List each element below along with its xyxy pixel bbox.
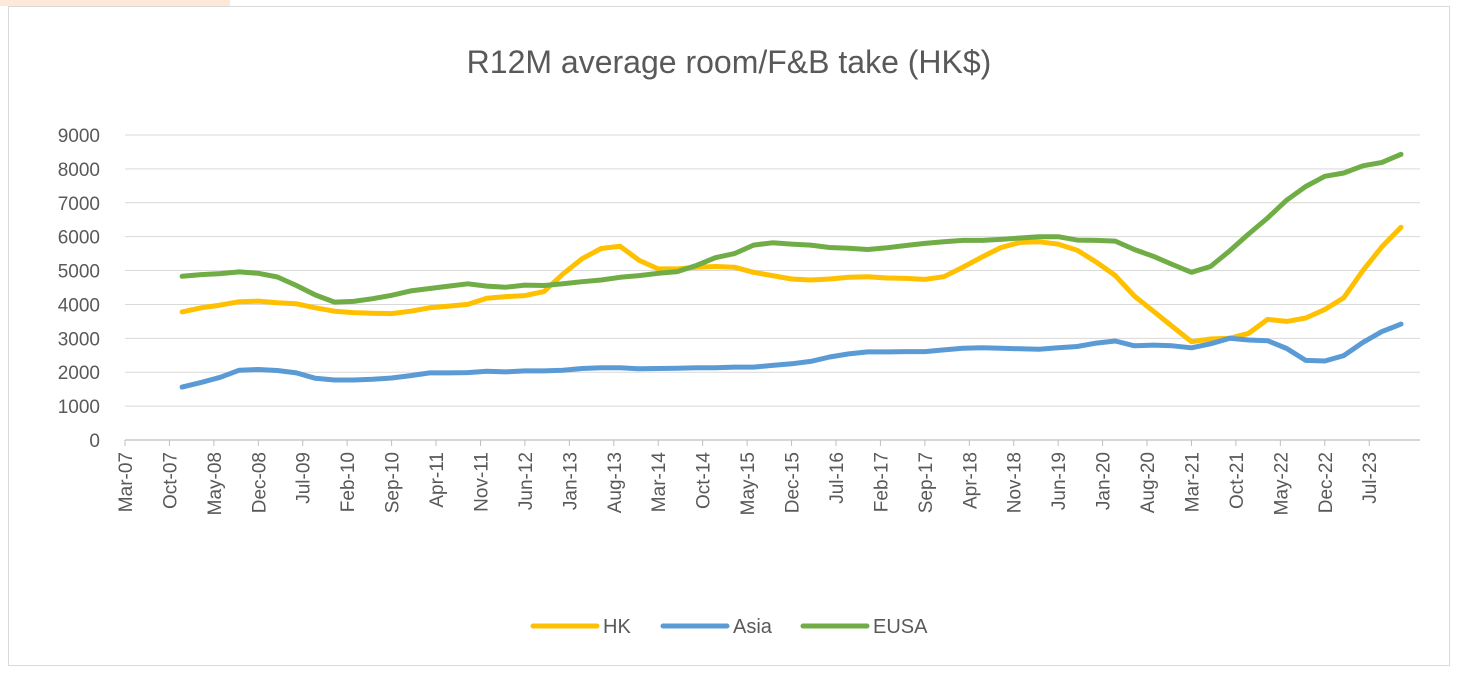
y-tick-label: 8000 (58, 160, 100, 181)
x-tick-label: Aug-13 (605, 452, 626, 513)
legend-label: EUSA (873, 616, 928, 638)
y-tick-label: 2000 (58, 363, 100, 384)
x-tick-label: Mar-14 (649, 452, 670, 513)
x-tick-label: May-15 (738, 452, 759, 515)
x-tick-label: Jan-13 (560, 452, 581, 510)
x-tick-label: May-08 (205, 452, 226, 515)
corner-accent (0, 0, 230, 6)
gridlines (125, 134, 1420, 407)
legend: HK Asia EUSA (530, 616, 928, 638)
x-tick-label: Mar-07 (116, 452, 137, 512)
x-tick-label: Jun-19 (1049, 452, 1070, 510)
x-tick-label: Dec-22 (1316, 452, 1337, 513)
y-tick-label: 5000 (58, 262, 100, 283)
x-tick-label: Aug-20 (1138, 452, 1159, 513)
y-tick-label: 3000 (58, 329, 100, 350)
legend-item-hk: HK (530, 616, 631, 638)
chart-title: R12M average room/F&B take (HK$) (467, 44, 992, 80)
x-tick-label: Oct-21 (1227, 452, 1248, 509)
legend-label: HK (603, 616, 631, 638)
x-tick-label: Nov-18 (1005, 452, 1026, 513)
x-tick-label: Oct-07 (160, 452, 181, 509)
series-line-asia (179, 321, 1404, 390)
x-tick-label: Jun-12 (516, 452, 537, 510)
x-tick-label: Jan-20 (1094, 452, 1115, 510)
x-tick-label: Dec-08 (249, 452, 270, 513)
x-tick-label: Sep-17 (916, 452, 937, 513)
legend-item-eusa: EUSA (800, 616, 928, 638)
x-tick-label: Nov-11 (471, 452, 492, 512)
x-tick-label: Feb-17 (871, 452, 892, 512)
y-axis-ticks: 0 1000 2000 3000 4000 5000 6000 7000 8000 9000 (58, 126, 100, 452)
series-line-hk (179, 224, 1404, 345)
legend-label: Asia (733, 616, 773, 638)
legend-item-asia: Asia (660, 616, 773, 638)
x-tick-label: Mar-21 (1182, 452, 1203, 512)
x-tick-label: May-22 (1271, 452, 1292, 515)
y-tick-label: 9000 (58, 126, 100, 147)
x-tick-label: Apr-11 (427, 452, 448, 508)
x-tick-label: Oct-14 (694, 452, 715, 509)
series-lines (179, 151, 1404, 390)
x-tick-label: Dec-15 (783, 452, 804, 513)
series-line-eusa (179, 151, 1404, 305)
x-axis-ticks: Mar-07 Oct-07 May-08 Dec-08 Jul-09 Feb-10 Sep-… (116, 440, 1381, 515)
x-tick-label: Feb-10 (338, 452, 359, 512)
y-tick-label: 0 (89, 431, 100, 452)
y-tick-label: 4000 (58, 295, 100, 316)
chart-frame (8, 6, 1450, 666)
x-tick-label: Jul-23 (1360, 452, 1381, 504)
x-tick-label: Apr-18 (960, 452, 981, 509)
x-tick-label: Jul-09 (294, 452, 315, 504)
y-tick-label: 6000 (58, 228, 100, 249)
x-tick-label: Sep-10 (383, 452, 404, 513)
y-tick-label: 7000 (58, 194, 100, 215)
x-tick-label: Jul-16 (827, 452, 848, 504)
y-tick-label: 1000 (58, 397, 100, 418)
